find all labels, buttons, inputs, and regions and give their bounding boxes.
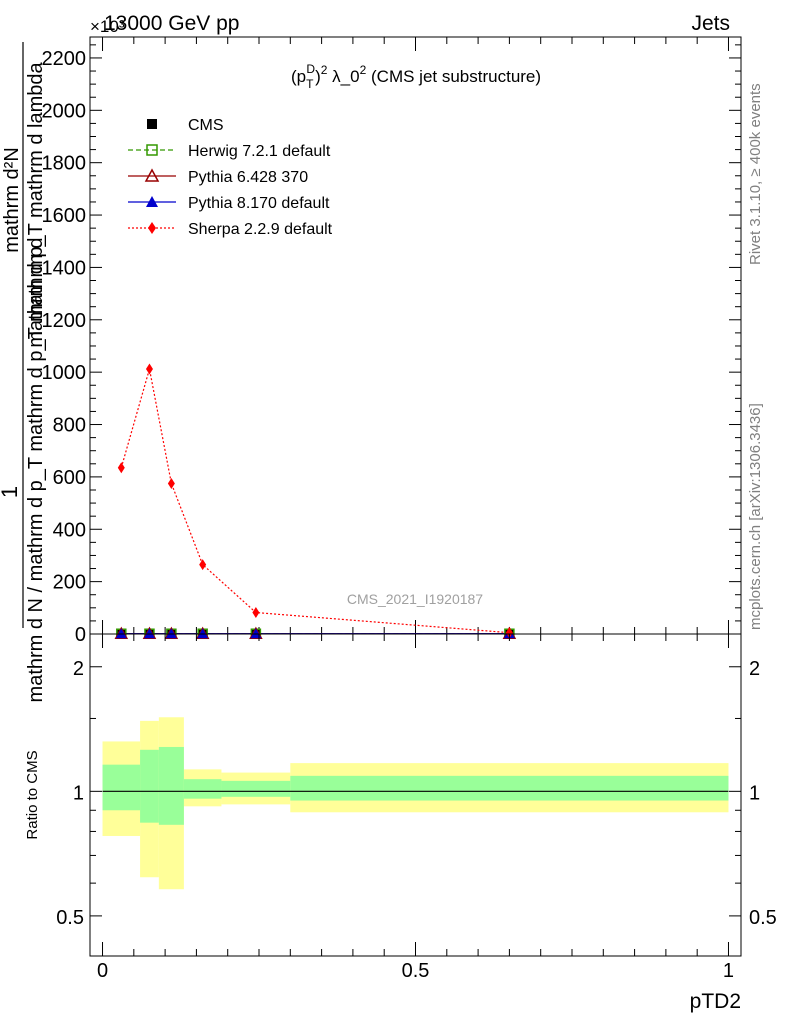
series-point-4-4: [252, 607, 260, 619]
series-point-4-1: [145, 363, 153, 375]
legend-label-4: Sherpa 2.2.9 default: [188, 221, 333, 238]
rivet-version-text: Rivet 3.1.10, ≥ 400k events: [747, 83, 764, 265]
y-label-denominator: mathrm d N / mathrm d p_T mathrm d p_T m…: [25, 238, 47, 703]
ratio-x-axis: 0 0.5 1: [97, 634, 734, 982]
legend-marker-3: [146, 196, 158, 207]
main-y-tick-label: 200: [53, 572, 86, 594]
x-axis-label: pTD2: [690, 990, 741, 1013]
series-point-3-3: [197, 628, 209, 639]
legend-marker-2: [144, 168, 160, 182]
ratio-y-label: Ratio to CMS: [24, 750, 41, 839]
plot-title: (pTD)2 λ_02 (CMS jet substructure): [291, 62, 541, 91]
series-point-3-0: [115, 628, 127, 639]
main-y-tick-label: 1000: [42, 362, 87, 384]
ratio-y-tick-label-right: 0.5: [749, 907, 777, 929]
header-exponent: ×10³: [90, 17, 125, 36]
ratio-band-green: [102, 764, 141, 811]
main-y-tick-label: 1800: [42, 153, 87, 175]
series-point-4-2: [167, 477, 175, 489]
main-y-tick-label: 0: [75, 624, 86, 646]
ratio-band-green: [158, 746, 184, 825]
main-y-tick-label: 1600: [42, 205, 87, 227]
series-point-3-1: [143, 628, 155, 639]
header-left-text: 13000 GeV pp: [104, 12, 239, 35]
ratio-y-tick-label-right: 2: [749, 658, 760, 680]
ratio-bands: [102, 717, 729, 890]
main-y-tick-label: 2200: [42, 48, 87, 70]
ratio-y-axis: 0.5 0.5 1 1 2 2: [56, 658, 777, 929]
series-point-4-0: [117, 462, 125, 474]
legend-marker-0: [147, 119, 157, 129]
y-label-line1: mathrm d p_T mathrm d lambda: [25, 61, 47, 347]
series-line-4: [120, 368, 510, 634]
legend-marker-4: [148, 222, 156, 234]
main-y-tick-label: 1400: [42, 257, 87, 279]
y-label-numerator: mathrm d²N: [1, 147, 23, 253]
ratio-y-tick-label-right: 1: [749, 782, 760, 804]
legend: CMS Herwig 7.2.1 default Pythia 6.428 370 P…: [128, 117, 333, 238]
main-y-tick-label: 2000: [42, 100, 87, 122]
main-y-axis: 0 200 400 600 800 1000 1200 1400 1600 1800 2000 220…: [42, 44, 741, 646]
series-point-4-3: [199, 559, 207, 571]
legend-label-0: CMS: [188, 117, 224, 134]
ratio-band-green: [221, 780, 291, 797]
main-y-label: 1 mathrm d²N mathrm d p_T mathrm d lambd…: [0, 42, 47, 702]
legend-label-3: Pythia 8.170 default: [188, 195, 330, 212]
y-label-one: 1: [0, 486, 22, 498]
ratio-y-tick-label: 1: [73, 782, 84, 804]
x-tick-label: 1: [723, 960, 734, 982]
analysis-watermark: CMS_2021_I1920187: [347, 591, 483, 607]
legend-label-1: Herwig 7.2.1 default: [188, 143, 331, 160]
ratio-band-green: [290, 775, 729, 801]
main-y-tick-label: 400: [53, 519, 86, 541]
main-y-tick-label: 800: [53, 415, 86, 437]
main-y-tick-label: 1200: [42, 310, 87, 332]
ratio-y-tick-label: 2: [73, 658, 84, 680]
x-tick-label: 0.5: [402, 960, 430, 982]
series-point-4-5: [505, 627, 513, 639]
header-right-text: Jets: [691, 12, 730, 35]
ratio-band-green: [140, 749, 159, 823]
x-tick-label: 0: [97, 960, 108, 982]
series-point-3-2: [165, 628, 177, 639]
mcplots-credit-text: mcplots.cern.ch [arXiv:1306.3436]: [747, 403, 764, 630]
legend-label-2: Pythia 6.428 370: [188, 169, 308, 186]
main-y-tick-label: 600: [53, 467, 86, 489]
legend-marker-1: [146, 144, 158, 156]
ratio-y-tick-label: 0.5: [56, 907, 84, 929]
ratio-band-green: [183, 779, 222, 799]
